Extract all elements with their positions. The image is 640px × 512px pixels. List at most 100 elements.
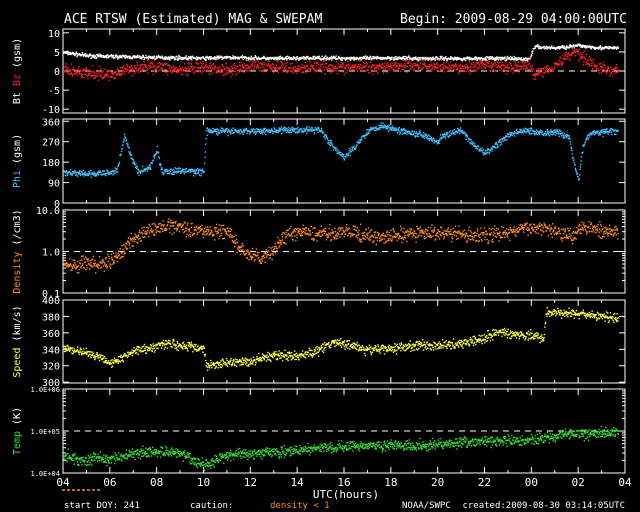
data-point [323,69,326,71]
data-point [65,69,68,71]
data-point [166,74,169,76]
data-point [576,44,578,46]
data-point [187,55,190,58]
data-point [123,67,125,69]
data-point [580,53,583,56]
data-point [230,229,233,231]
data-point [422,132,425,134]
data-point [89,173,91,175]
data-point [445,134,447,136]
data-point [91,75,93,77]
data-point [156,152,158,154]
data-point [166,71,168,73]
data-point [213,58,215,60]
data-point [171,57,173,59]
data-point [170,56,173,58]
data-point [208,129,210,131]
series-bz [63,47,619,82]
data-point [339,58,342,60]
data-point [169,225,171,227]
data-point [368,65,370,68]
data-point [437,58,439,60]
data-point [81,174,84,176]
data-point [65,262,68,264]
data-point [201,224,203,227]
data-point [133,55,135,58]
data-point [318,55,320,57]
data-point [587,138,589,140]
data-point [65,170,68,172]
data-point [517,131,519,133]
data-point [380,124,383,127]
data-point [573,50,576,52]
data-point [143,226,145,228]
data-point [598,69,600,72]
data-point [123,138,125,141]
data-point [139,57,142,59]
data-point [71,266,73,268]
data-point [104,258,107,260]
data-point [538,133,541,136]
data-point [382,127,384,129]
data-point [313,55,316,58]
data-point [130,157,132,159]
data-point [245,252,247,255]
data-point [499,138,502,141]
data-point [604,129,606,131]
data-point [382,122,384,124]
data-point [355,64,357,66]
data-point [388,67,390,69]
data-point [294,66,297,68]
data-point [565,134,567,137]
data-point [237,248,240,251]
data-point [474,70,476,72]
data-point [509,61,511,64]
data-point [403,58,405,61]
data-point [321,127,323,130]
data-point [225,128,228,130]
data-point [131,237,134,240]
data-point [582,55,584,57]
data-point [288,56,290,58]
data-point [114,72,116,74]
data-point [489,66,491,68]
data-point [350,67,352,70]
data-point [578,45,581,47]
data-point [527,130,529,133]
data-point [369,72,371,74]
data-point [369,58,371,60]
data-point [449,68,451,70]
data-point [600,65,602,67]
data-point [202,56,204,58]
data-point [415,135,417,137]
data-point [178,167,180,169]
data-point [72,52,74,54]
data-point [110,76,112,78]
data-point [611,46,614,49]
data-point [467,140,469,142]
data-point [378,65,381,67]
data-point [545,133,548,135]
data-point [100,53,102,56]
data-point [266,68,268,71]
data-point [363,65,365,67]
data-point [477,57,479,60]
data-point [600,130,602,132]
data-point [500,57,503,60]
data-point [279,129,281,131]
data-point [543,68,545,70]
data-point [102,170,104,172]
data-point [163,170,166,172]
data-point [66,173,68,175]
data-point [476,67,478,69]
data-point [78,268,80,271]
data-point [417,133,419,136]
data-point [197,58,199,60]
data-point [612,47,615,49]
data-point [371,66,374,68]
data-point [100,266,103,268]
data-point [375,126,377,128]
data-point [596,131,598,133]
data-point [418,64,420,67]
data-point [82,55,85,57]
